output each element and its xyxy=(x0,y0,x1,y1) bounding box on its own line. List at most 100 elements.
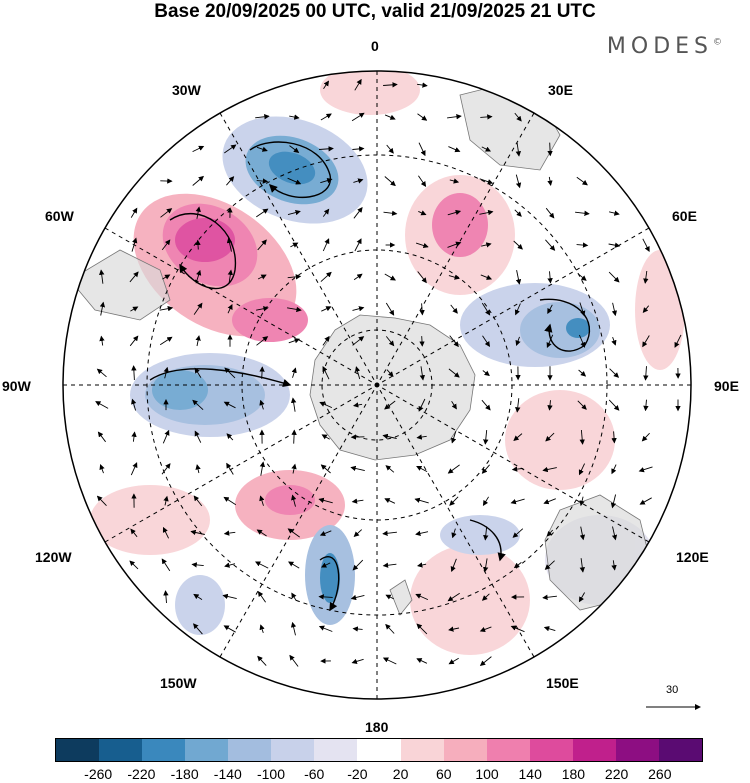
label-180: 180 xyxy=(365,719,389,735)
wind-vector-arrow xyxy=(384,400,396,410)
wind-vector-arrow xyxy=(289,145,300,153)
wind-vector-arrow xyxy=(159,305,174,312)
wind-vector-arrow xyxy=(611,464,617,475)
colorbar-swatch xyxy=(615,739,659,761)
wind-vector-arrow xyxy=(289,654,299,667)
wind-vector-arrow xyxy=(224,367,236,379)
wind-vector-arrow xyxy=(578,369,587,377)
colorbar-tick-label: 100 xyxy=(475,766,499,782)
colorbar-tick-label: 20 xyxy=(392,766,409,782)
wind-vector-arrow xyxy=(480,114,493,120)
wind-vector-arrow xyxy=(226,176,235,186)
wind-vector-arrow xyxy=(610,494,617,509)
wind-vector-arrow xyxy=(320,113,332,121)
wind-vector-arrow xyxy=(96,495,107,507)
wind-vector-arrow xyxy=(386,369,394,377)
wind-vector-arrow xyxy=(226,433,234,441)
wind-vector-arrow xyxy=(99,301,106,316)
wind-vector-arrow xyxy=(257,239,267,251)
wind-vector-arrow xyxy=(482,558,489,573)
wind-vector-arrow xyxy=(482,370,490,377)
wind-vector-arrow xyxy=(259,495,265,506)
colorbar-tick-label: -260 xyxy=(84,766,113,782)
wind-vector-arrow xyxy=(226,237,233,252)
wind-vector-arrow xyxy=(193,593,203,600)
label-150e: 150E xyxy=(546,675,579,691)
wind-vector-arrow xyxy=(257,591,266,603)
wind-vector-arrow xyxy=(318,625,333,632)
wind-vector-arrow xyxy=(479,626,492,632)
wind-vector-arrow xyxy=(639,497,652,505)
wind-vector-arrow xyxy=(543,626,556,632)
wind-vector-arrow xyxy=(290,242,299,248)
wind-vector-arrow xyxy=(259,461,266,476)
wind-vector-arrow xyxy=(483,526,489,541)
wind-vector-arrow xyxy=(256,178,269,184)
wind-vector-arrow xyxy=(481,464,490,474)
wind-vector-arrow xyxy=(481,593,490,601)
wind-vector-arrow xyxy=(161,558,171,572)
wind-vector-arrow xyxy=(514,209,522,217)
colorbar-swatch xyxy=(572,739,616,761)
colorbar-tick-label: -180 xyxy=(170,766,199,782)
wind-vector-arrow xyxy=(322,208,330,217)
wind-vector-arrow xyxy=(193,623,203,635)
wind-vector-arrow xyxy=(447,592,460,602)
colorbar-tick-label: -140 xyxy=(213,766,242,782)
wind-vector-arrow xyxy=(130,306,139,312)
wind-vector-arrow xyxy=(385,594,395,600)
wind-vector-arrow xyxy=(195,335,201,347)
wind-vector-arrow xyxy=(513,433,523,441)
wind-vector-arrow xyxy=(320,562,331,568)
wind-vector-arrow xyxy=(288,338,301,344)
polar-map xyxy=(62,70,701,710)
wind-vector-arrow xyxy=(96,368,107,378)
wind-vector-arrow xyxy=(287,528,300,538)
wind-vector-arrow xyxy=(638,466,653,473)
wind-vector-arrow xyxy=(642,305,650,313)
colorbar-tick-label: -60 xyxy=(304,766,325,782)
wind-vector-arrow xyxy=(352,146,365,152)
label-60e: 60E xyxy=(672,208,697,224)
wind-vector-arrow xyxy=(323,80,330,89)
wind-vector-arrow xyxy=(415,242,429,249)
wind-vector-arrow xyxy=(674,334,682,348)
wind-vector-arrow xyxy=(287,177,302,185)
wind-vector-arrow xyxy=(385,336,395,347)
wind-vector-arrow xyxy=(259,624,265,634)
colorbar-tick-label: 220 xyxy=(604,766,629,782)
wind-vector-arrow xyxy=(161,463,171,475)
wind-vector-arrow xyxy=(416,658,428,664)
wind-vector-arrow xyxy=(161,239,171,251)
wind-vector-arrow xyxy=(257,274,267,280)
wind-vector-arrow xyxy=(223,496,237,506)
wind-vector-arrow xyxy=(99,269,105,284)
wind-vector-arrow xyxy=(383,82,398,88)
wind-vector-arrow xyxy=(383,210,398,216)
wind-vector-arrow xyxy=(416,465,428,473)
wind-vector-arrow xyxy=(257,655,267,666)
colorbar-tick-label: 260 xyxy=(648,766,672,782)
wind-vector-arrow xyxy=(287,306,302,313)
colorbar-tick-label: -20 xyxy=(347,766,368,782)
wind-vector-arrow xyxy=(129,560,139,570)
wind-vector-arrow xyxy=(130,462,138,476)
label-120w: 120W xyxy=(35,549,72,565)
wind-vector-arrow xyxy=(318,146,334,152)
wind-vector-arrow xyxy=(290,621,297,636)
colorbar-tick-label: 140 xyxy=(518,766,542,782)
wind-vector-arrow xyxy=(384,176,396,187)
wind-vector-arrow xyxy=(418,142,426,157)
wind-vector-arrow xyxy=(159,336,173,346)
colorbar-tick-label: -220 xyxy=(127,766,156,782)
wind-vector-arrow xyxy=(192,145,205,153)
colorbar-swatch xyxy=(314,739,358,761)
wind-vector-arrow xyxy=(515,174,522,189)
wind-vector-arrow xyxy=(130,207,138,218)
label-60w: 60W xyxy=(45,208,74,224)
wind-vector-arrow xyxy=(353,529,363,538)
wind-vector-arrow xyxy=(162,429,170,444)
wind-vector-arrow xyxy=(479,209,494,216)
wind-vector-arrow xyxy=(319,530,332,536)
wind-vector-arrow xyxy=(417,113,428,121)
